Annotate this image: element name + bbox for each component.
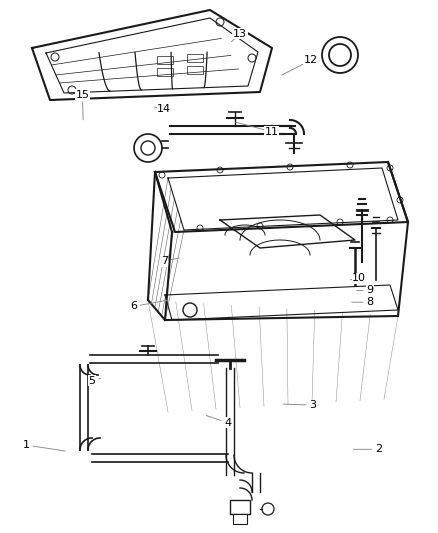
Text: 3: 3 bbox=[310, 400, 317, 410]
Bar bbox=[187, 54, 203, 62]
Bar bbox=[157, 56, 173, 64]
Text: 2: 2 bbox=[375, 445, 382, 454]
Text: 10: 10 bbox=[352, 273, 366, 283]
Text: 12: 12 bbox=[304, 55, 318, 65]
Text: 4: 4 bbox=[224, 418, 231, 427]
Text: 1: 1 bbox=[23, 440, 30, 450]
Bar bbox=[230, 500, 250, 514]
Text: 11: 11 bbox=[265, 127, 279, 136]
Text: 9: 9 bbox=[367, 286, 374, 295]
Text: 15: 15 bbox=[75, 90, 89, 100]
Bar bbox=[157, 68, 173, 76]
Text: 8: 8 bbox=[367, 297, 374, 307]
Bar bbox=[233, 514, 247, 524]
Text: 6: 6 bbox=[130, 302, 137, 311]
Bar bbox=[187, 66, 203, 74]
Text: 7: 7 bbox=[161, 256, 168, 266]
Text: 14: 14 bbox=[157, 104, 171, 114]
Text: 13: 13 bbox=[233, 29, 247, 38]
Text: 5: 5 bbox=[88, 376, 95, 385]
